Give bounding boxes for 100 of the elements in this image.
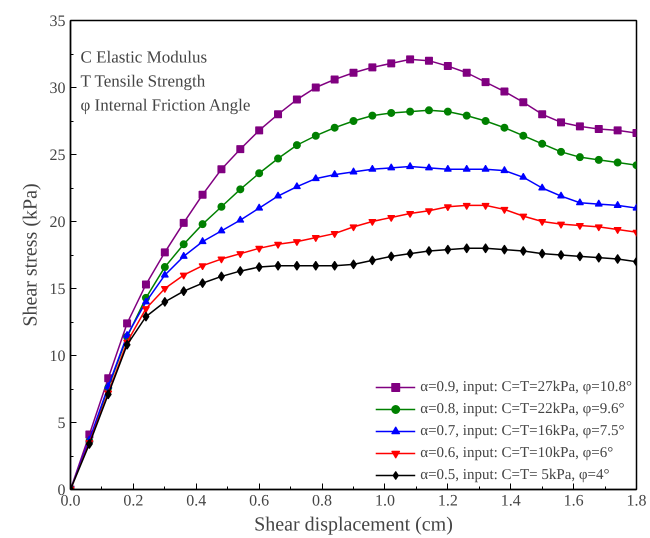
point — [482, 117, 490, 125]
y-tick-label: 10 — [50, 348, 66, 365]
point — [255, 126, 264, 134]
point — [160, 270, 169, 278]
point — [161, 296, 168, 307]
point — [160, 248, 169, 256]
point — [255, 246, 264, 253]
point — [387, 108, 396, 117]
legend-label: α=0.6, input: C=T=10kPa, φ=6° — [420, 444, 614, 462]
point — [444, 244, 452, 255]
point — [217, 165, 226, 174]
point — [330, 124, 339, 132]
y-tick-label: 5 — [58, 415, 66, 432]
point — [576, 251, 584, 262]
point — [482, 202, 490, 210]
point — [406, 108, 414, 116]
point — [236, 216, 244, 223]
point — [462, 202, 471, 210]
point — [594, 224, 603, 232]
point — [142, 312, 150, 322]
point — [387, 214, 396, 222]
point — [255, 169, 264, 178]
legend-label: α=0.5, input: C=T= 5kPa, φ=4° — [420, 466, 610, 484]
annotation: C Elastic Modulus — [80, 48, 208, 66]
point — [463, 243, 470, 254]
point — [387, 59, 396, 68]
point — [538, 248, 546, 259]
point — [330, 75, 339, 84]
point — [292, 96, 301, 104]
point — [312, 132, 320, 140]
point — [462, 68, 471, 77]
point — [350, 224, 358, 232]
x-axis-title: Shear displacement (cm) — [254, 514, 453, 536]
point — [124, 340, 131, 350]
annotation: T Tensile Strength — [80, 72, 206, 90]
point — [482, 164, 490, 172]
y-tick-label: 35 — [50, 13, 66, 30]
point — [538, 218, 546, 226]
x-tick-label: 0.8 — [312, 492, 332, 510]
point — [500, 166, 508, 174]
point — [217, 202, 226, 211]
point — [444, 108, 452, 116]
point — [350, 117, 358, 125]
x-tick-label: 1.6 — [564, 492, 584, 510]
point — [576, 223, 584, 230]
point — [368, 63, 376, 72]
point — [519, 98, 528, 106]
point — [368, 218, 376, 226]
point — [350, 167, 358, 174]
point — [538, 110, 546, 118]
point — [312, 174, 320, 182]
point — [142, 306, 150, 314]
point — [519, 214, 528, 221]
legend-label: α=0.9, input: C=T=27kPa, φ=10.8° — [420, 378, 632, 396]
point — [388, 251, 395, 262]
x-tick-label: 1.0 — [374, 492, 395, 510]
point — [557, 148, 566, 156]
point — [292, 239, 301, 246]
point — [274, 110, 282, 118]
point — [406, 162, 414, 170]
point — [424, 106, 433, 114]
point — [406, 210, 414, 218]
point — [406, 55, 414, 64]
point — [594, 156, 603, 164]
point — [368, 164, 376, 172]
point — [180, 286, 188, 296]
x-tick-label: 0.4 — [186, 492, 206, 510]
point — [424, 163, 433, 170]
point — [217, 226, 226, 234]
point — [614, 200, 622, 208]
point — [444, 62, 452, 70]
point — [614, 254, 622, 264]
point — [462, 164, 471, 172]
y-tick-label: 20 — [50, 214, 66, 231]
point — [123, 330, 132, 338]
point — [331, 260, 338, 271]
point — [614, 126, 622, 134]
point — [557, 222, 566, 229]
point — [218, 271, 225, 282]
point — [538, 140, 546, 148]
point — [406, 248, 414, 259]
point — [520, 246, 527, 256]
point — [274, 260, 282, 271]
point — [199, 278, 206, 288]
point — [292, 141, 301, 150]
point — [198, 190, 207, 199]
x-tick-label: 1.2 — [438, 492, 458, 510]
point — [292, 182, 301, 190]
legend-label: α=0.8, input: C=T=22kPa, φ=9.6° — [420, 400, 624, 418]
point — [557, 118, 566, 126]
point — [368, 112, 376, 120]
point — [500, 88, 508, 96]
point — [519, 172, 528, 180]
point — [274, 242, 282, 249]
x-tick-label: 1.8 — [626, 492, 646, 510]
point — [236, 251, 244, 258]
point — [425, 246, 432, 256]
point — [482, 78, 490, 86]
point — [614, 227, 622, 234]
x-tick-label: 1.4 — [500, 492, 521, 510]
